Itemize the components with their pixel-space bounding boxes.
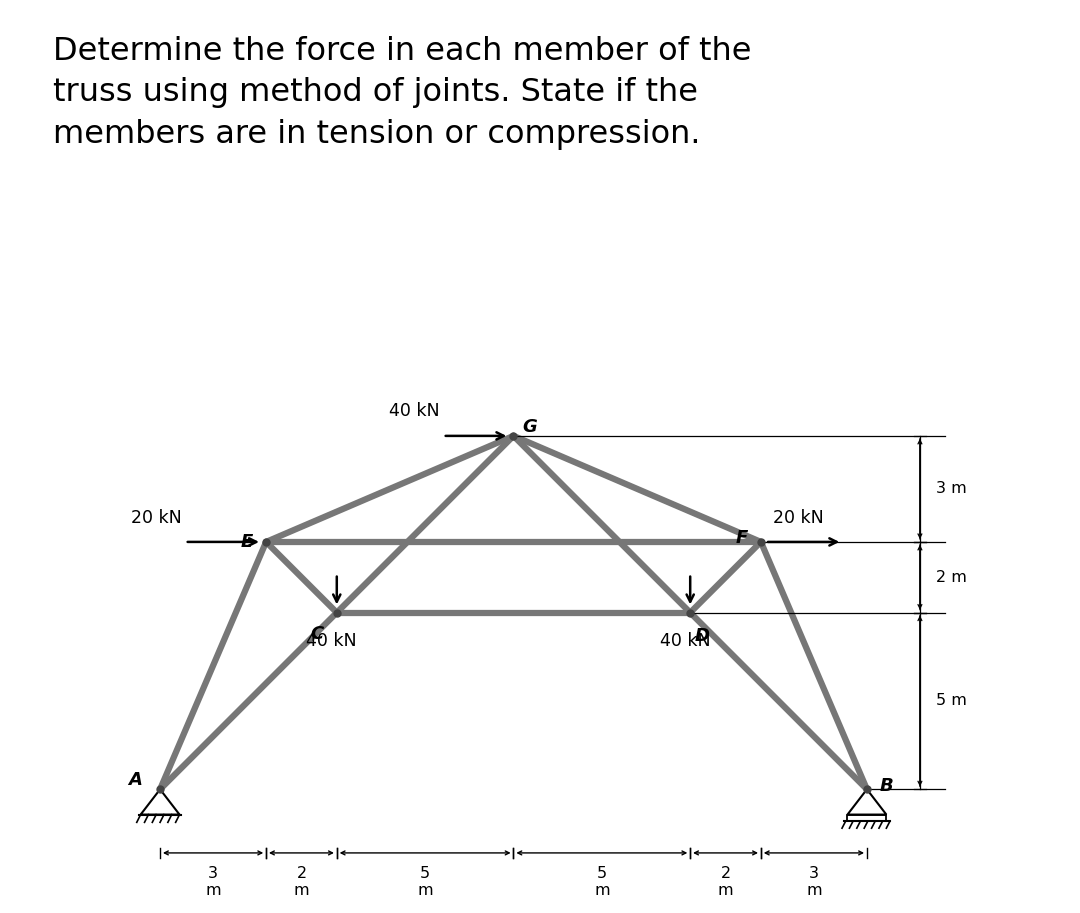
Text: D: D: [696, 626, 710, 645]
Text: 2
m: 2 m: [294, 866, 309, 897]
Text: B: B: [879, 777, 893, 795]
Text: 20 kN: 20 kN: [131, 509, 181, 527]
Text: 2
m: 2 m: [718, 866, 733, 897]
Text: 40 kN: 40 kN: [306, 632, 356, 650]
Text: C: C: [311, 624, 324, 643]
Text: F: F: [735, 530, 747, 548]
Text: E: E: [241, 533, 253, 551]
Text: G: G: [522, 418, 537, 436]
Text: 3
m: 3 m: [205, 866, 221, 897]
Text: 40 kN: 40 kN: [389, 402, 440, 420]
Text: 2 m: 2 m: [936, 570, 967, 584]
Text: 3
m: 3 m: [806, 866, 822, 897]
Text: 5
m: 5 m: [417, 866, 433, 897]
Text: Determine the force in each member of the
truss using method of joints. State if: Determine the force in each member of th…: [53, 36, 752, 151]
Text: 40 kN: 40 kN: [660, 632, 711, 650]
Text: 5
m: 5 m: [594, 866, 610, 897]
Text: 5 m: 5 m: [936, 694, 967, 708]
Text: 3 m: 3 m: [936, 481, 967, 497]
Text: 20 kN: 20 kN: [773, 509, 824, 527]
Text: A: A: [129, 771, 143, 790]
